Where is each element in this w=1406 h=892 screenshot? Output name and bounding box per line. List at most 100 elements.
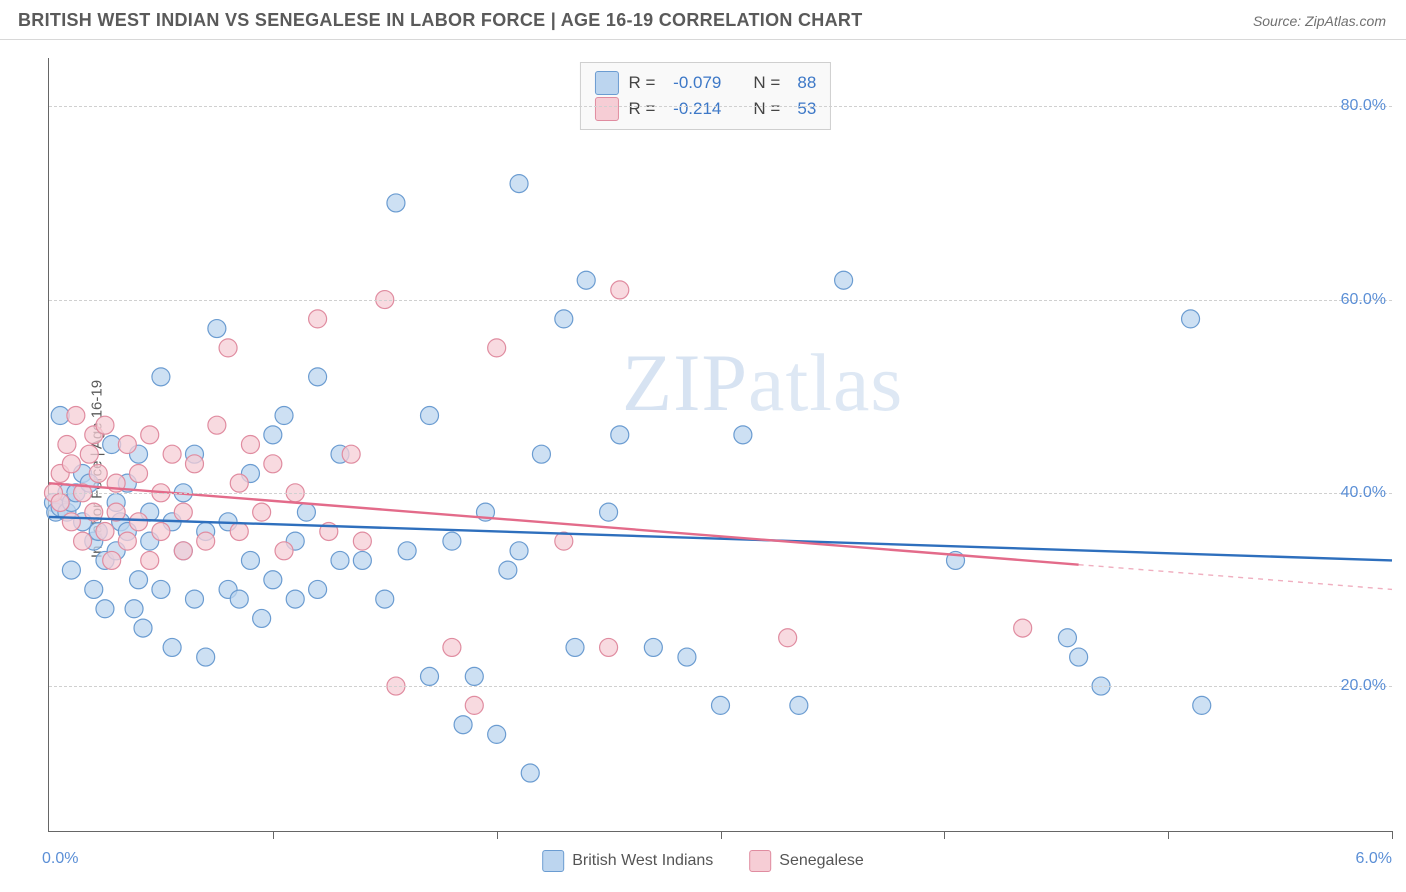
data-point-sen [353,532,371,550]
x-axis-max-label: 6.0% [1356,850,1392,868]
legend-label-bwi: British West Indians [572,852,713,870]
data-point-sen [208,416,226,434]
data-point-bwi [1070,648,1088,666]
data-point-sen [152,522,170,540]
data-point-sen [58,436,76,454]
data-point-bwi [241,551,259,569]
data-point-sen [600,638,618,656]
data-point-bwi [555,310,573,328]
data-point-bwi [85,580,103,598]
legend-item-bwi: British West Indians [542,850,713,872]
data-point-bwi [611,426,629,444]
data-point-sen [230,474,248,492]
swatch-sen [749,850,771,872]
data-point-bwi [264,426,282,444]
data-point-bwi [421,667,439,685]
data-point-bwi [208,320,226,338]
data-point-bwi [197,648,215,666]
data-point-sen [488,339,506,357]
data-point-bwi [286,590,304,608]
data-point-sen [465,696,483,714]
data-point-sen [130,513,148,531]
data-point-bwi [230,590,248,608]
data-point-sen [275,542,293,560]
data-point-sen [89,464,107,482]
data-point-sen [118,532,136,550]
data-point-sen [80,445,98,463]
data-point-sen [141,551,159,569]
data-point-bwi [1193,696,1211,714]
data-point-sen [185,455,203,473]
data-point-bwi [1058,629,1076,647]
data-point-bwi [532,445,550,463]
data-point-bwi [152,368,170,386]
data-point-sen [342,445,360,463]
chart-title: BRITISH WEST INDIAN VS SENEGALESE IN LAB… [18,10,863,31]
data-point-bwi [734,426,752,444]
data-point-sen [219,339,237,357]
trend-line-dashed-sen [1079,565,1392,590]
data-point-bwi [488,725,506,743]
data-point-bwi [253,609,271,627]
data-point-bwi [398,542,416,560]
data-point-bwi [644,638,662,656]
y-tick-label: 40.0% [1341,484,1386,502]
data-point-bwi [309,368,327,386]
data-point-bwi [163,638,181,656]
data-point-sen [141,426,159,444]
data-point-sen [197,532,215,550]
data-point-bwi [309,580,327,598]
y-tick-label: 60.0% [1341,291,1386,309]
y-tick-label: 80.0% [1341,97,1386,115]
data-point-bwi [353,551,371,569]
data-point-sen [62,513,80,531]
data-point-sen [67,407,85,425]
x-axis-min-label: 0.0% [42,850,78,868]
scatter-svg [49,58,1392,831]
data-point-bwi [421,407,439,425]
data-point-bwi [678,648,696,666]
legend-item-sen: Senegalese [749,850,864,872]
header-bar: BRITISH WEST INDIAN VS SENEGALESE IN LAB… [0,0,1406,40]
data-point-sen [62,455,80,473]
data-point-sen [74,532,92,550]
legend-label-sen: Senegalese [779,852,864,870]
source-attribution: Source: ZipAtlas.com [1253,13,1386,29]
legend-bottom: British West Indians Senegalese [542,850,864,872]
data-point-sen [163,445,181,463]
data-point-sen [118,436,136,454]
data-point-bwi [600,503,618,521]
data-point-bwi [566,638,584,656]
data-point-bwi [331,551,349,569]
data-point-bwi [264,571,282,589]
data-point-bwi [454,716,472,734]
data-point-bwi [152,580,170,598]
data-point-sen [103,551,121,569]
data-point-sen [264,455,282,473]
data-point-bwi [510,542,528,560]
data-point-sen [253,503,271,521]
data-point-bwi [62,561,80,579]
data-point-bwi [712,696,730,714]
data-point-bwi [835,271,853,289]
data-point-sen [1014,619,1032,637]
data-point-bwi [130,571,148,589]
data-point-bwi [376,590,394,608]
data-point-sen [174,542,192,560]
data-point-sen [96,416,114,434]
data-point-bwi [297,503,315,521]
data-point-bwi [443,532,461,550]
data-point-bwi [499,561,517,579]
data-point-bwi [790,696,808,714]
plot-area: ZIPatlas R = -0.079 N = 88 R = -0.214 N … [48,58,1392,832]
data-point-bwi [1182,310,1200,328]
data-point-sen [51,493,69,511]
data-point-sen [611,281,629,299]
data-point-sen [443,638,461,656]
swatch-bwi [542,850,564,872]
data-point-sen [174,503,192,521]
plot-container: In Labor Force | Age 16-19 ZIPatlas R = … [0,46,1406,892]
data-point-sen [309,310,327,328]
data-point-bwi [125,600,143,618]
data-point-bwi [96,600,114,618]
